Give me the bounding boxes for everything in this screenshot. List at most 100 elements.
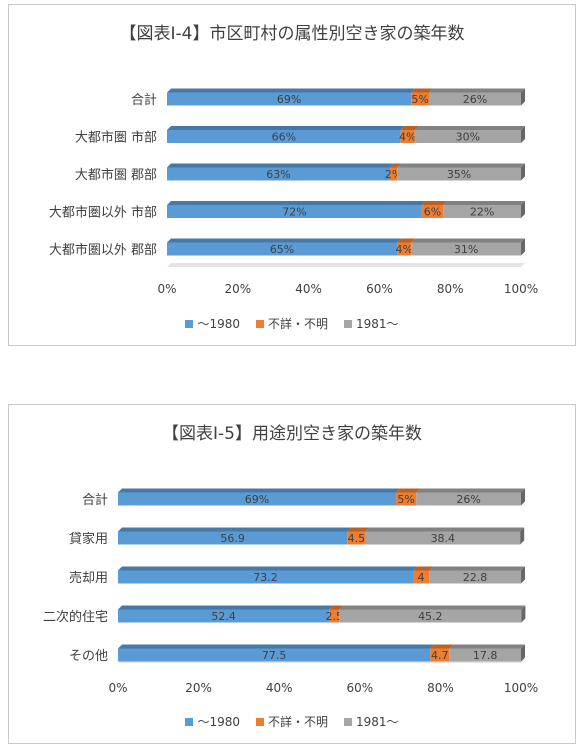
data-label: 4% bbox=[395, 243, 412, 256]
bar-segment bbox=[430, 644, 454, 662]
legend-label: 1981～ bbox=[356, 715, 399, 729]
data-label: 77.5 bbox=[262, 649, 287, 662]
data-label: 17.8 bbox=[473, 649, 498, 662]
bar-segment bbox=[397, 238, 416, 256]
data-label: 26% bbox=[456, 493, 480, 506]
chart-plot: 合計 69% 5% 26% 貸家用 56.9 4.5 38.4 売却用 73.2 4 22.8 二次的住… bbox=[43, 488, 538, 695]
data-label: 52.4 bbox=[211, 610, 236, 623]
x-tick-label: 0% bbox=[157, 282, 176, 296]
legend-swatch bbox=[255, 320, 264, 328]
data-label: 72% bbox=[282, 206, 306, 219]
bar-segment bbox=[443, 201, 525, 218]
chart-panel-1: 【図表Ⅰ-4】市区町村の属性別空き家の築年数 合計 69% 5% 26% 大都市圏 市部… bbox=[8, 4, 576, 346]
bar-segment bbox=[400, 126, 419, 143]
bar-segment bbox=[167, 126, 405, 143]
bar-segment bbox=[118, 644, 435, 662]
bar-segment bbox=[429, 566, 525, 584]
category-label: 売却用 bbox=[69, 570, 108, 586]
legend-label: 1981～ bbox=[356, 317, 399, 331]
bar-segment bbox=[414, 126, 525, 143]
data-label: 31% bbox=[454, 243, 478, 256]
category-label: 大都市圏 市部 bbox=[75, 130, 157, 146]
data-label: 22.8 bbox=[463, 571, 488, 584]
x-tick-label: 100% bbox=[504, 282, 538, 296]
category-label: 二次的住宅 bbox=[43, 609, 108, 625]
data-label: 26% bbox=[463, 93, 487, 106]
chart-legend: ～1980 不詳・不明 1981～ bbox=[9, 713, 575, 730]
legend-item: 不詳・不明 bbox=[255, 713, 328, 730]
chart-panel-2: 【図表Ⅰ-5】用途別空き家の築年数 合計 69% 5% 26% 貸家用 56.9 4.5 38… bbox=[8, 404, 576, 744]
data-label: 69% bbox=[245, 493, 269, 506]
x-tick-label: 40% bbox=[295, 282, 322, 296]
bar-segment bbox=[167, 238, 402, 256]
bar-segment bbox=[421, 201, 448, 218]
chart-legend: ～1980 不詳・不明 1981～ bbox=[9, 315, 575, 332]
data-label: 38.4 bbox=[431, 532, 456, 545]
category-label: 大都市圏以外 市部 bbox=[49, 205, 157, 221]
bar-segment bbox=[118, 566, 417, 584]
legend-item: 1981～ bbox=[344, 713, 399, 730]
chart-title: 【図表Ⅰ-5】用途別空き家の築年数 bbox=[162, 424, 422, 444]
category-label: 合計 bbox=[131, 92, 157, 108]
chart-title: 【図表Ⅰ-4】市区町村の属性別空き家の築年数 bbox=[119, 24, 465, 44]
data-label: 73.2 bbox=[253, 571, 278, 584]
data-label: 65% bbox=[270, 243, 294, 256]
data-label: 56.9 bbox=[220, 532, 245, 545]
data-label: 5% bbox=[411, 93, 428, 106]
chart-floor bbox=[167, 263, 525, 267]
category-label: 大都市圏 郡部 bbox=[75, 167, 157, 183]
legend-swatch bbox=[185, 320, 194, 328]
x-tick-label: 80% bbox=[437, 282, 464, 296]
legend-label: 不詳・不明 bbox=[267, 317, 328, 331]
legend-item: 1981～ bbox=[344, 315, 399, 332]
data-label: 4 bbox=[418, 571, 425, 584]
data-label: 4.7 bbox=[431, 649, 449, 662]
legend-item: 不詳・不明 bbox=[255, 315, 328, 332]
bar-segment bbox=[339, 605, 526, 623]
x-tick-label: 0% bbox=[108, 681, 127, 695]
bar-segment bbox=[390, 163, 402, 181]
data-label: 69% bbox=[277, 93, 301, 106]
bar-segment bbox=[412, 566, 434, 584]
bar-segment bbox=[167, 163, 395, 181]
bar-segment bbox=[118, 488, 401, 506]
legend-swatch bbox=[344, 718, 352, 726]
bar-segment bbox=[329, 605, 344, 623]
x-tick-label: 100% bbox=[504, 681, 538, 695]
legend-swatch bbox=[344, 320, 352, 328]
data-label: 35% bbox=[447, 168, 471, 181]
category-label: 合計 bbox=[82, 492, 108, 508]
data-label: 4% bbox=[399, 131, 416, 144]
data-label: 63% bbox=[266, 168, 290, 181]
data-label: 4.5 bbox=[348, 532, 366, 545]
category-label: その他 bbox=[69, 649, 108, 664]
x-tick-label: 20% bbox=[185, 681, 212, 695]
bar-segment bbox=[118, 527, 352, 545]
data-label: 6% bbox=[424, 206, 441, 219]
bar-segment bbox=[397, 163, 525, 181]
chart-plot: 合計 69% 5% 26%大都市圏 市部 66% 4% 30%大都市圏 郡部 63% 2% 35%… bbox=[49, 88, 538, 296]
x-tick-label: 60% bbox=[366, 282, 393, 296]
bar-segment bbox=[428, 88, 525, 106]
data-label: 30% bbox=[456, 131, 480, 144]
bar-segment bbox=[396, 488, 421, 506]
data-label: 66% bbox=[272, 131, 296, 144]
bar-segment bbox=[347, 527, 370, 545]
bar-segment bbox=[449, 644, 525, 662]
x-tick-label: 40% bbox=[266, 681, 293, 695]
data-label: 45.2 bbox=[418, 610, 443, 623]
bar-segment bbox=[416, 488, 525, 506]
data-label: 5% bbox=[397, 493, 414, 506]
bar-segment bbox=[365, 527, 525, 545]
category-label: 大都市圏以外 郡部 bbox=[49, 242, 157, 258]
data-label: 22% bbox=[470, 206, 494, 219]
legend-label: ～1980 bbox=[197, 317, 240, 331]
bar-segment bbox=[118, 605, 334, 623]
x-tick-label: 60% bbox=[346, 681, 373, 695]
legend-label: ～1980 bbox=[197, 715, 240, 729]
legend-swatch bbox=[185, 718, 194, 726]
legend-label: 不詳・不明 bbox=[267, 715, 328, 729]
x-tick-label: 20% bbox=[224, 282, 251, 296]
legend-item: ～1980 bbox=[185, 315, 240, 332]
category-label: 貸家用 bbox=[69, 531, 108, 547]
